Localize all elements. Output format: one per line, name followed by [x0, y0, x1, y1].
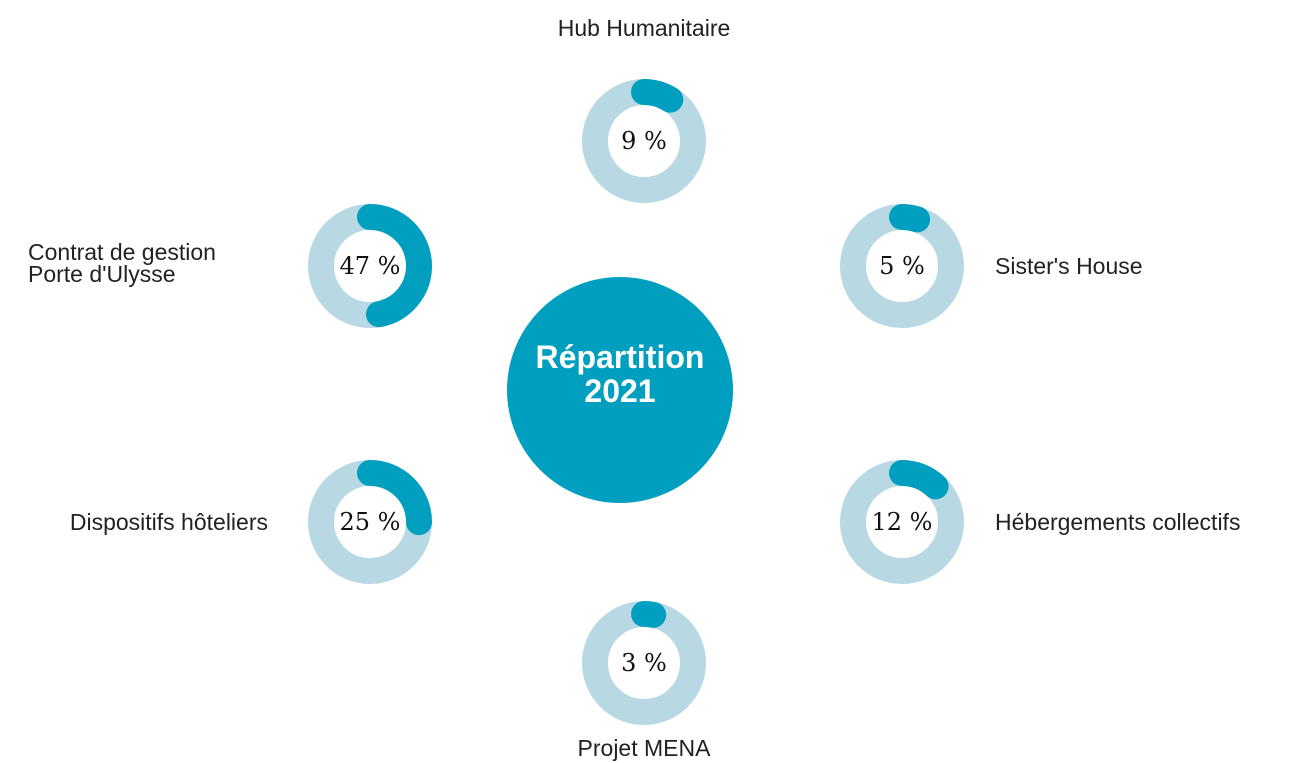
category-label: Dispositifs hôteliers — [69, 509, 268, 535]
value-label: 12 % — [871, 508, 933, 536]
donut-arc — [582, 601, 706, 725]
donut-arc — [308, 204, 432, 328]
category-label: Hub Humanitaire — [557, 15, 731, 41]
value-label: 25 % — [339, 508, 401, 536]
category-label: Hébergements collectifs — [995, 509, 1241, 535]
category-label: Contrat de gestion Porte d'Ulysse — [28, 239, 216, 287]
category-label: Sister's House — [995, 253, 1143, 279]
center-circle — [507, 277, 733, 503]
category-label: Projet MENA — [577, 735, 711, 761]
value-label: 5 % — [879, 252, 925, 280]
donut-arc — [582, 79, 706, 203]
chart-title: Répartition 2021 — [535, 339, 705, 409]
donut-arc — [840, 204, 964, 328]
donut-arc — [840, 460, 964, 584]
value-label: 47 % — [339, 252, 401, 280]
value-label: 9 % — [621, 127, 667, 155]
donut-arc — [308, 460, 432, 584]
value-label: 3 % — [621, 649, 667, 677]
